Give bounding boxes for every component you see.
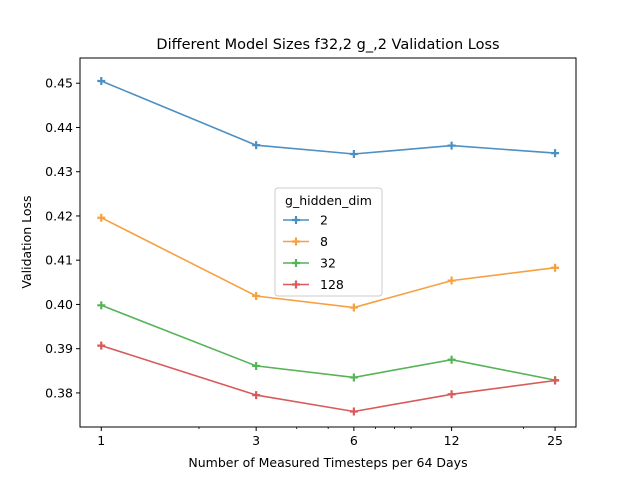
data-point-marker: [349, 373, 358, 382]
data-point-marker: [252, 391, 261, 400]
data-point-marker: [349, 407, 358, 416]
y-tick-label: 0.43: [45, 164, 73, 179]
x-tick-label: 25: [547, 433, 563, 448]
legend-marker: [292, 259, 300, 267]
series-2: [97, 77, 560, 159]
y-axis: 0.38 0.39 0.40 0.41 0.42 0.43 0.44 0.45: [45, 76, 80, 400]
legend-item-8: 8: [283, 234, 328, 249]
data-point-marker: [349, 303, 358, 312]
x-axis: 1 3 6 12 25: [97, 427, 563, 448]
legend-item-32: 32: [283, 256, 336, 271]
data-point-marker: [447, 276, 456, 285]
y-tick-label: 0.38: [45, 385, 73, 400]
plot-area: [97, 77, 560, 416]
legend-marker: [292, 280, 300, 289]
data-point-marker: [447, 355, 456, 364]
data-point-marker: [447, 141, 456, 150]
legend-box: [274, 187, 383, 297]
x-axis-label: Number of Measured Timesteps per 64 Days: [188, 455, 467, 470]
legend-marker: [292, 216, 300, 224]
data-point-marker: [551, 376, 560, 385]
chart-title: Different Model Sizes f32,2 g_,2 Validat…: [156, 37, 499, 53]
data-point-marker: [252, 361, 261, 370]
data-point-marker: [97, 341, 106, 350]
legend-title: g_hidden_dim: [285, 193, 372, 208]
legend: g_hidden_dim 2 8 32 128: [274, 187, 383, 297]
data-point-marker: [551, 149, 560, 158]
legend-label: 128: [320, 277, 344, 292]
data-point-marker: [97, 77, 106, 86]
x-tick-label: 3: [252, 433, 260, 448]
y-tick-label: 0.39: [45, 341, 73, 356]
legend-label: 8: [320, 234, 328, 249]
data-point-marker: [447, 390, 456, 399]
data-point-marker: [252, 292, 261, 301]
legend-marker: [292, 237, 300, 246]
legend-label: 32: [320, 256, 336, 271]
x-tick-label: 1: [97, 433, 105, 448]
data-point-marker: [551, 263, 560, 272]
x-tick-label: 12: [444, 433, 460, 448]
series-128: [97, 341, 560, 416]
series-32: [97, 301, 560, 385]
y-axis-label: Validation Loss: [19, 195, 34, 288]
legend-item-128: 128: [283, 277, 344, 292]
y-tick-label: 0.41: [45, 253, 73, 268]
y-tick-label: 0.42: [45, 208, 73, 223]
data-point-marker: [97, 213, 106, 222]
legend-label: 2: [320, 213, 328, 228]
y-tick-label: 0.45: [45, 76, 73, 91]
legend-item-2: 2: [283, 213, 328, 228]
y-tick-label: 0.44: [45, 120, 73, 135]
data-point-marker: [349, 150, 358, 159]
y-tick-label: 0.40: [45, 297, 73, 312]
legend-entries: 2 8 32 128: [283, 213, 344, 292]
data-point-marker: [97, 301, 106, 310]
data-point-marker: [252, 141, 261, 150]
x-tick-label: 6: [350, 433, 358, 448]
series-8: [97, 213, 560, 312]
